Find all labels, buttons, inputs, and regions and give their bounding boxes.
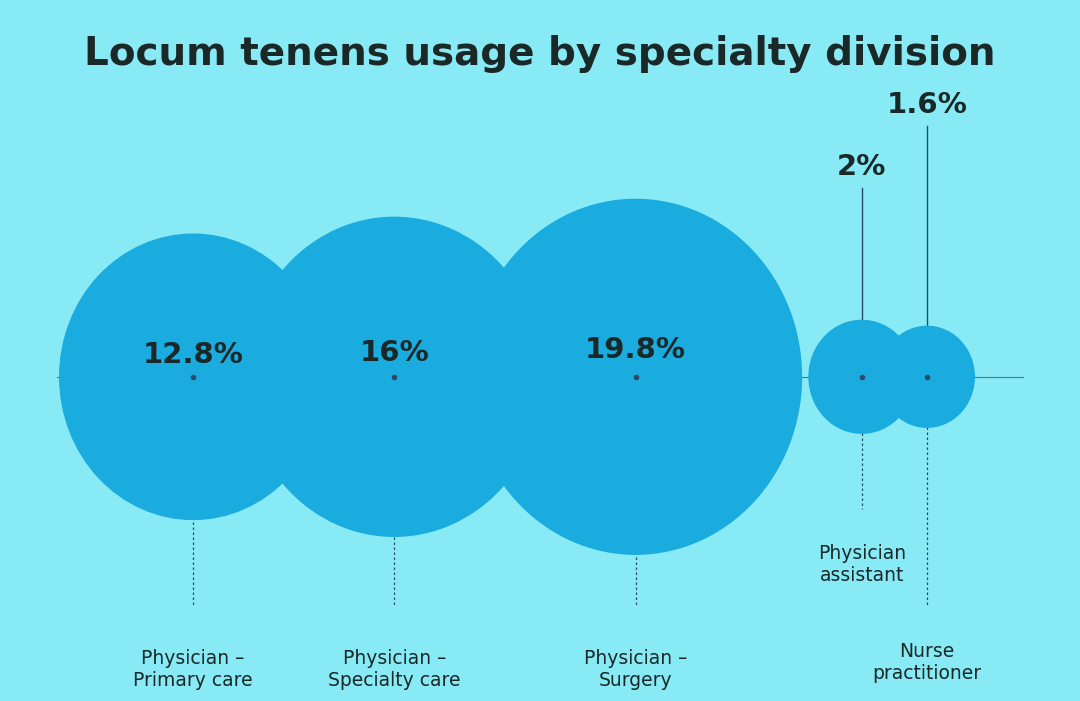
Text: 19.8%: 19.8% (585, 336, 686, 365)
Text: Nurse
practitioner: Nurse practitioner (873, 642, 982, 683)
Ellipse shape (809, 320, 915, 433)
Text: Physician
assistant: Physician assistant (818, 544, 906, 585)
Ellipse shape (880, 327, 974, 427)
Text: 2%: 2% (837, 154, 887, 182)
Text: 1.6%: 1.6% (887, 90, 968, 118)
Text: 16%: 16% (360, 339, 429, 367)
Text: 12.8%: 12.8% (143, 341, 244, 369)
Ellipse shape (245, 217, 543, 536)
Text: Locum tenens usage by specialty division: Locum tenens usage by specialty division (84, 35, 996, 73)
FancyBboxPatch shape (30, 0, 1050, 701)
Text: Physician –
Specialty care: Physician – Specialty care (328, 649, 460, 690)
Text: Physician –
Surgery: Physician – Surgery (584, 649, 687, 690)
Text: Physician –
Primary care: Physician – Primary care (133, 649, 253, 690)
Ellipse shape (470, 199, 801, 554)
Ellipse shape (59, 234, 326, 519)
